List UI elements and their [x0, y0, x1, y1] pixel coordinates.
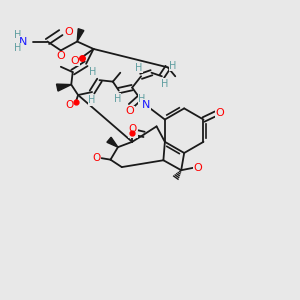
Text: H: H	[14, 30, 21, 40]
Polygon shape	[56, 84, 71, 91]
Text: H: H	[114, 94, 121, 104]
Text: H: H	[135, 63, 142, 73]
Polygon shape	[77, 29, 84, 41]
Text: H: H	[161, 79, 169, 89]
Text: H: H	[138, 94, 146, 104]
Text: N: N	[19, 37, 27, 46]
Text: O: O	[193, 163, 202, 173]
Text: H: H	[88, 95, 96, 105]
Text: H: H	[89, 67, 96, 77]
Text: O: O	[128, 124, 136, 134]
Text: O: O	[56, 51, 65, 62]
Text: N: N	[142, 100, 150, 110]
Text: H: H	[14, 43, 21, 53]
Text: O: O	[215, 108, 224, 118]
Text: O: O	[92, 153, 100, 163]
Text: O: O	[64, 27, 73, 37]
Text: O: O	[70, 56, 79, 66]
Polygon shape	[107, 137, 118, 147]
Text: O: O	[129, 127, 137, 137]
Text: O: O	[66, 100, 74, 110]
Text: H: H	[169, 61, 177, 71]
Text: O: O	[126, 106, 134, 116]
